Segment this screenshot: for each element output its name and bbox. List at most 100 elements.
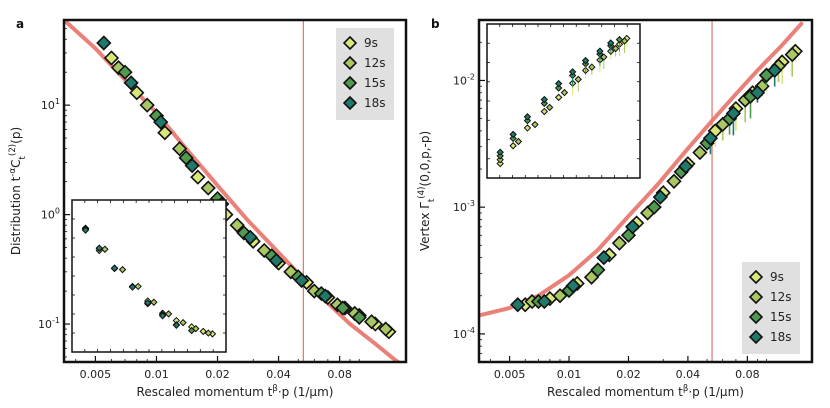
data-point — [552, 288, 568, 304]
inset-point — [600, 53, 608, 61]
inset-point — [596, 47, 604, 55]
legend-label-9s: 9s — [364, 36, 378, 50]
inset-point — [607, 39, 615, 47]
inset-series-18s — [81, 226, 181, 329]
inset-point — [554, 79, 563, 88]
panel-a: 0.005 0.01 0.02 0.04 0.08 10-1 100 101 Rescaled … — [8, 17, 408, 399]
y-tick-label: 101 — [41, 97, 60, 112]
inset-point — [509, 142, 517, 150]
data-point — [625, 219, 641, 235]
data-point — [678, 158, 694, 174]
panel-b: 0.005 0.01 0.02 0.04 0.08 10-4 10-3 10-2 Rescale… — [417, 17, 814, 399]
inset-point — [540, 99, 549, 108]
inset-point — [496, 148, 504, 156]
legend-marker — [748, 329, 764, 345]
data-point — [171, 141, 188, 157]
data-point — [378, 321, 394, 337]
x-tick-label: 0.08 — [735, 368, 760, 381]
y-tick-label: 100 — [41, 207, 60, 222]
inset-point — [110, 264, 119, 273]
data-point — [590, 262, 606, 278]
legend-marker — [342, 55, 358, 71]
inset-point — [199, 327, 207, 336]
inset-point — [179, 318, 187, 327]
inset-point — [523, 124, 532, 132]
y-tick-label: 10-3 — [453, 199, 475, 214]
inset-point — [187, 326, 196, 335]
inset-point — [150, 298, 158, 306]
legend-marker — [748, 289, 764, 305]
y-axis-label: Distribution t-αCt(2)(p) — [8, 127, 28, 255]
inset-point — [128, 283, 137, 291]
inset-point — [172, 321, 181, 329]
inset-point — [581, 56, 590, 65]
data-point — [611, 235, 628, 251]
data-point — [702, 130, 719, 146]
plot-area — [64, 20, 402, 362]
legend-label-15s: 15s — [364, 76, 386, 90]
data-point — [317, 288, 333, 304]
legend-label-18s: 18s — [770, 330, 792, 344]
inset-point — [164, 310, 173, 318]
data-point — [666, 173, 682, 189]
legend-label-12s: 12s — [770, 290, 792, 304]
inset-point — [496, 159, 504, 168]
axes-frame — [477, 18, 814, 364]
data-point — [96, 35, 112, 51]
data-point — [725, 105, 742, 121]
inset-frame — [71, 199, 227, 353]
data-point — [242, 229, 258, 245]
inset-point — [540, 107, 549, 116]
data-point — [565, 278, 581, 294]
inset-point — [144, 299, 152, 307]
data-point — [692, 144, 708, 161]
data-point — [596, 249, 612, 266]
x-axis-label: Rescaled momentum tβ·p (1/μm) — [547, 384, 744, 399]
inset-point — [574, 75, 582, 84]
inset-point — [568, 68, 577, 76]
inset-point — [496, 155, 504, 164]
x-tick-label: 0.04 — [676, 368, 701, 381]
data-point — [749, 85, 766, 101]
y-tick-label: 10-2 — [453, 72, 475, 87]
legend-label-12s: 12s — [364, 56, 386, 70]
inset-point — [514, 137, 523, 146]
inset-point — [158, 312, 167, 320]
data-point — [184, 158, 200, 174]
x-tick-label: 0.01 — [557, 368, 582, 381]
plot-area — [479, 20, 804, 362]
data-point — [153, 114, 169, 130]
inset-point — [509, 130, 517, 139]
legend-label-15s: 15s — [770, 310, 792, 324]
inset-point — [523, 116, 532, 125]
inset-point — [540, 95, 549, 104]
inset-point — [101, 245, 109, 253]
inset-series-18s — [496, 39, 615, 156]
inset-point — [554, 93, 563, 102]
data-point — [268, 252, 284, 269]
data-point — [123, 75, 139, 91]
legend-marker — [342, 95, 358, 111]
y-axis-label: Vertex Γt(4)(0,0,p,-p) — [417, 131, 437, 251]
data-point — [652, 189, 668, 205]
y-tick-label: 10-4 — [453, 326, 475, 341]
inset-point — [509, 134, 517, 143]
legend-label-9s: 9s — [770, 270, 784, 284]
inset-point — [588, 63, 596, 71]
legend-marker — [342, 75, 358, 91]
data-point — [190, 169, 206, 185]
inset-series-9s — [496, 34, 631, 168]
data-point — [103, 50, 120, 66]
data-point — [229, 217, 245, 233]
legend-marker — [748, 309, 764, 325]
data-point — [767, 62, 783, 79]
x-tick-label: 0.08 — [327, 368, 352, 381]
x-tick-label: 0.02 — [205, 368, 230, 381]
legend-marker — [342, 35, 358, 51]
data-point — [157, 125, 173, 141]
inset-point — [134, 282, 142, 291]
inset-point — [204, 329, 213, 337]
inset-point — [95, 244, 104, 252]
inset-point — [523, 113, 532, 121]
